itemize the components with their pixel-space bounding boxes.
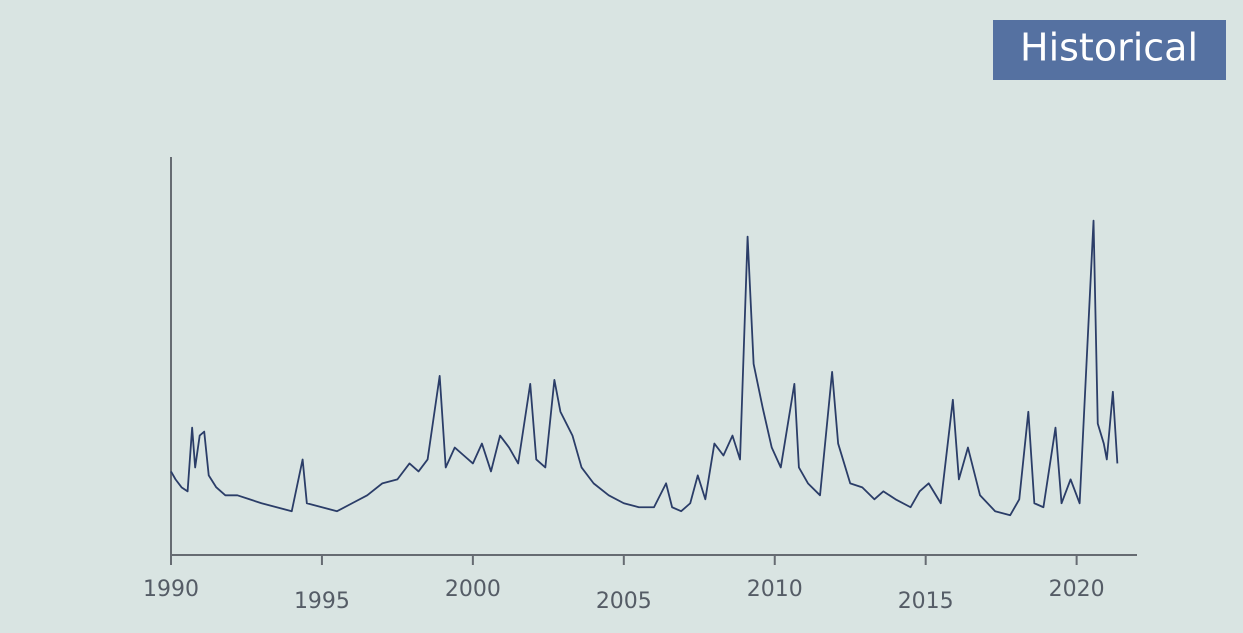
- badge: [993, 20, 1226, 80]
- x-tick-label: 2015: [898, 589, 954, 614]
- x-tick-label: 1990: [143, 577, 199, 602]
- series-line: [170, 219, 1119, 517]
- x-tick-label: 2020: [1049, 577, 1105, 602]
- x-tick-label: 1995: [294, 589, 350, 614]
- x-tick-label: 2005: [596, 589, 652, 614]
- badge-label: Historical: [1020, 26, 1198, 70]
- x-tick-label: 2000: [445, 577, 501, 602]
- x-tick-label: 2010: [747, 577, 803, 602]
